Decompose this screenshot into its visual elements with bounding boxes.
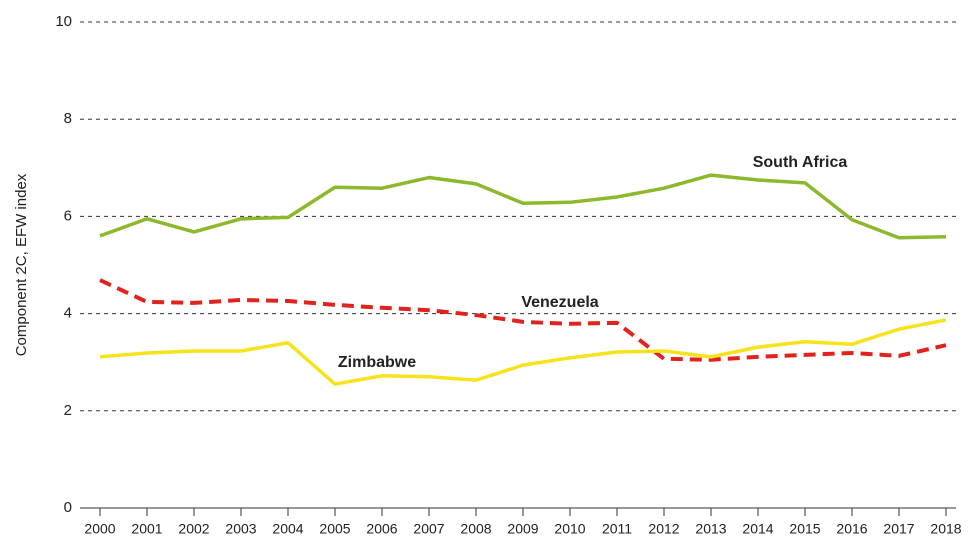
x-tick-label: 2011: [602, 521, 632, 537]
x-tick-label: 2016: [836, 521, 867, 537]
x-tick-label: 2014: [742, 521, 773, 537]
x-tick-label: 2009: [507, 521, 538, 537]
series-label: Venezuela: [521, 294, 598, 311]
series-line: [99, 173, 947, 240]
x-tick-label: 2001: [131, 521, 162, 537]
x-tick-label: 2005: [319, 521, 350, 537]
x-tick-label: 2007: [413, 521, 444, 537]
series-line: [99, 318, 947, 386]
y-axis-label: Component 2C, EFW index: [13, 173, 30, 356]
series-label: South Africa: [753, 154, 848, 171]
y-tick-label: 10: [55, 13, 72, 30]
x-tick-label: 2004: [272, 521, 303, 537]
y-tick-label: 6: [64, 207, 72, 224]
y-tick-label: 2: [64, 402, 72, 419]
x-tick-label: 2010: [554, 521, 585, 537]
x-tick-label: 2008: [460, 521, 491, 537]
x-tick-label: 2000: [84, 521, 115, 537]
y-tick-label: 4: [64, 305, 72, 322]
x-tick-label: 2018: [930, 521, 961, 537]
series-line: [99, 278, 947, 362]
x-tick-label: 2012: [648, 521, 679, 537]
x-tick-label: 2017: [883, 521, 914, 537]
y-tick-label: 8: [64, 110, 72, 127]
series-label: Zimbabwe: [338, 354, 416, 371]
y-tick-label: 0: [64, 499, 72, 516]
x-tick-label: 2003: [225, 521, 256, 537]
x-tick-label: 2002: [178, 521, 209, 537]
x-tick-label: 2015: [789, 521, 820, 537]
x-tick-label: 2006: [366, 521, 397, 537]
x-tick-label: 2013: [695, 521, 726, 537]
